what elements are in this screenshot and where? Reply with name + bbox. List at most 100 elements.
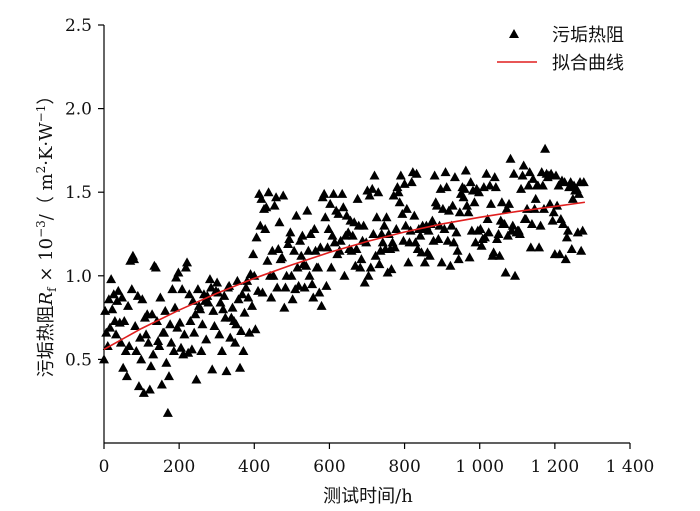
data-point-triangle xyxy=(233,294,244,304)
data-point-triangle xyxy=(176,342,187,352)
data-point-triangle xyxy=(239,307,250,317)
data-point-triangle xyxy=(310,245,321,255)
data-point-triangle xyxy=(493,229,504,238)
data-point-triangle xyxy=(185,315,196,325)
data-point-triangle xyxy=(504,198,515,208)
data-point-triangle xyxy=(437,203,448,213)
data-point-triangle xyxy=(554,249,565,259)
data-point-triangle xyxy=(279,302,290,312)
data-point-triangle xyxy=(269,200,280,210)
data-point-triangle xyxy=(320,212,331,222)
data-point-triangle xyxy=(371,212,382,222)
data-point-triangle xyxy=(302,205,313,215)
data-point-triangle xyxy=(209,320,220,330)
data-point-triangle xyxy=(491,234,502,244)
x-axis-title: 测试时间/h xyxy=(323,486,413,507)
y-axis-title-prefix: 污垢热阻 xyxy=(36,305,57,377)
data-point-triangle xyxy=(235,362,246,372)
data-point-triangle xyxy=(373,187,384,197)
data-point-triangle xyxy=(237,289,248,299)
data-point-triangle xyxy=(322,242,333,252)
data-point-triangle xyxy=(454,207,465,217)
data-point-triangle xyxy=(316,300,327,310)
data-point-triangle xyxy=(577,225,588,235)
data-point-triangle xyxy=(162,407,173,417)
data-point-triangle xyxy=(475,223,486,233)
data-point-triangle xyxy=(547,215,558,225)
data-point-triangle xyxy=(248,249,259,259)
y-tick-label: 1.0 xyxy=(65,267,92,287)
data-point-triangle xyxy=(159,327,170,337)
data-point-triangle xyxy=(489,172,500,182)
data-point-triangle xyxy=(143,337,154,347)
data-point-triangle xyxy=(374,259,385,269)
data-point-triangle xyxy=(500,267,511,277)
data-point-triangle xyxy=(230,337,241,347)
data-point-triangle xyxy=(460,165,471,175)
data-point-triangle xyxy=(490,182,501,192)
data-point-triangle xyxy=(135,332,146,342)
data-point-triangle xyxy=(370,250,381,260)
data-point-triangle xyxy=(389,242,400,252)
data-point-triangle xyxy=(367,183,378,193)
data-point-triangle xyxy=(215,297,226,307)
x-tick-label: 0 xyxy=(99,457,110,477)
data-point-triangle xyxy=(449,172,460,182)
data-point-triangle xyxy=(550,170,561,180)
data-point-triangle xyxy=(386,264,397,274)
data-point-triangle xyxy=(118,362,129,372)
data-point-triangle xyxy=(419,257,430,267)
data-point-triangle xyxy=(305,229,316,238)
data-point-triangle xyxy=(99,354,109,364)
y-axis-title-units-mid: ·K·W xyxy=(36,122,57,166)
data-point-triangle xyxy=(192,284,203,294)
data-point-triangle xyxy=(189,327,200,337)
data-point-triangle xyxy=(452,245,463,255)
data-point-triangle xyxy=(364,190,375,200)
data-point-triangle xyxy=(560,254,571,264)
scatter-points xyxy=(99,143,589,417)
data-point-triangle xyxy=(261,202,272,212)
data-point-triangle xyxy=(499,218,510,228)
data-point-triangle xyxy=(287,294,298,304)
data-point-triangle xyxy=(398,235,409,245)
data-point-triangle xyxy=(507,220,518,230)
data-point-triangle xyxy=(573,188,584,198)
data-point-triangle xyxy=(292,262,303,272)
legend-label-scatter: 污垢热阻 xyxy=(552,25,624,46)
data-point-triangle xyxy=(446,220,457,230)
data-point-triangle xyxy=(262,255,273,265)
data-point-triangle xyxy=(448,237,459,247)
data-point-triangle xyxy=(123,300,134,310)
data-point-triangle xyxy=(165,319,176,329)
data-point-triangle xyxy=(433,234,444,244)
data-point-triangle xyxy=(321,280,332,290)
data-point-triangle xyxy=(277,252,288,262)
data-point-triangle xyxy=(441,182,452,192)
data-point-triangle xyxy=(216,346,227,356)
data-point-triangle xyxy=(379,220,390,230)
data-point-triangle xyxy=(552,200,563,210)
data-point-triangle xyxy=(561,232,572,242)
data-point-triangle xyxy=(221,366,232,376)
y-axis-title-exp: −3 xyxy=(34,220,48,238)
data-point-triangle xyxy=(395,170,406,180)
data-point-triangle xyxy=(461,200,472,210)
data-point-triangle xyxy=(161,357,172,367)
data-point-triangle xyxy=(440,167,451,177)
data-point-triangle xyxy=(301,260,312,270)
data-point-triangle xyxy=(315,242,326,252)
data-point-triangle xyxy=(106,274,117,284)
data-point-triangle xyxy=(172,322,183,332)
data-point-triangle xyxy=(363,270,374,280)
data-point-triangle xyxy=(182,257,193,267)
data-point-triangle xyxy=(368,229,379,238)
data-point-triangle xyxy=(101,327,112,337)
data-point-triangle xyxy=(115,337,126,347)
data-point-triangle xyxy=(451,227,462,237)
data-point-triangle xyxy=(131,346,142,356)
data-point-triangle xyxy=(129,254,140,264)
data-point-triangle xyxy=(483,227,494,237)
data-point-triangle xyxy=(463,207,474,217)
